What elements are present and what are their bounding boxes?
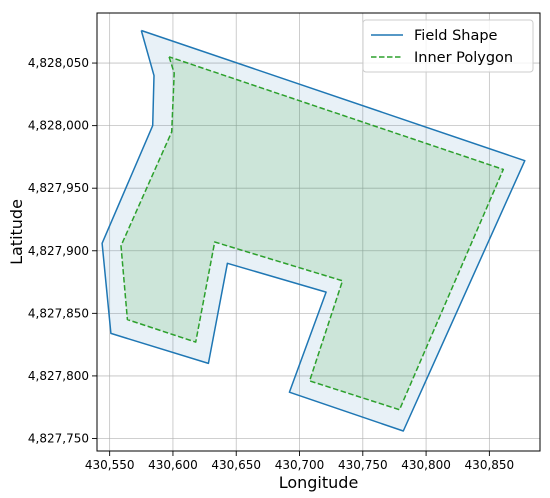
y-axis-label: Latitude xyxy=(7,199,26,265)
x-tick-label: 430,650 xyxy=(211,458,261,472)
x-tick-label: 430,550 xyxy=(85,458,135,472)
x-tick-label: 430,700 xyxy=(275,458,325,472)
x-tick-label: 430,800 xyxy=(401,458,451,472)
y-tick-label: 4,828,050 xyxy=(28,56,89,70)
y-tick-label: 4,828,000 xyxy=(28,119,89,133)
x-tick-label: 430,750 xyxy=(338,458,388,472)
tick-layer: 430,550 430,600 430,650 430,700 430,750 430,8… xyxy=(28,56,514,472)
x-tick-label: 430,600 xyxy=(148,458,198,472)
legend: Field Shape Inner Polygon xyxy=(362,19,534,73)
series-fill-0 xyxy=(102,30,525,431)
legend-label-field-shape: Field Shape xyxy=(414,28,498,44)
series-line-0 xyxy=(101,29,526,432)
x-axis-label: Longitude xyxy=(279,473,359,492)
plot-frame xyxy=(96,12,541,452)
y-tick-label: 4,827,850 xyxy=(28,306,89,320)
y-tick-label: 4,827,900 xyxy=(28,244,89,258)
legend-box xyxy=(362,19,534,73)
x-tick-label: 430,850 xyxy=(465,458,515,472)
legend-label-inner-polygon: Inner Polygon xyxy=(414,50,513,66)
y-tick-label: 4,827,950 xyxy=(28,181,89,195)
series-line-1 xyxy=(120,56,505,411)
y-tick-label: 4,827,750 xyxy=(28,431,89,445)
series-layer xyxy=(101,29,526,432)
series-fill-1 xyxy=(121,56,504,410)
y-tick-label: 4,827,800 xyxy=(28,369,89,383)
